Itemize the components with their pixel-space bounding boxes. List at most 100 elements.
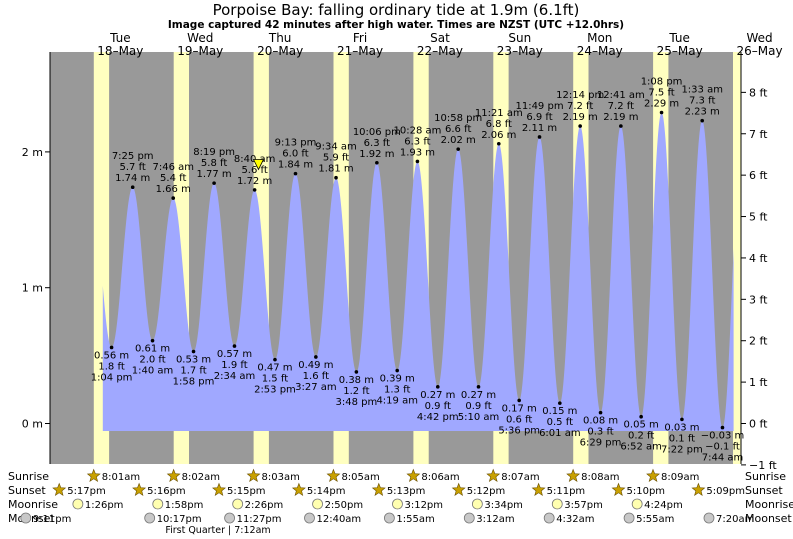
moonrise-time: 3:34pm (484, 500, 523, 511)
moonrise-time: 2:26pm (245, 500, 284, 511)
sunset-time: 5:12pm (467, 486, 506, 497)
high-tide-time: 7:46 am (152, 162, 194, 173)
high-tide-m: 2.29 m (644, 99, 679, 110)
high-tide-time: 12:14 pm (556, 90, 604, 101)
high-tide-point (456, 147, 461, 151)
low-tide-m: 0.08 m (583, 416, 618, 427)
high-tide-time: 11:49 pm (515, 101, 563, 112)
moon-icon (543, 512, 555, 524)
high-tide-ft: 5.9 ft (323, 153, 349, 164)
high-tide-m: 1.92 m (359, 149, 394, 160)
day-name-label: Thu (268, 31, 292, 45)
low-tide-time: 2:34 am (214, 371, 256, 382)
low-tide-ft: 0.1 ft (669, 433, 695, 444)
high-tide-point (700, 118, 705, 123)
low-tide-point (150, 338, 155, 343)
high-tide-point (619, 124, 623, 128)
low-tide-point (191, 349, 196, 354)
low-tide-time: 2:53 pm (254, 385, 296, 396)
high-tide-m: 1.84 m (278, 160, 313, 171)
moonset-time: 5:55am (636, 514, 674, 525)
high-tide-point (130, 185, 135, 190)
high-tide-time: 8:19 pm (193, 147, 235, 158)
sunset-time: 5:15pm (227, 486, 266, 497)
moon-icon (392, 498, 403, 510)
low-tide-ft: 1.2 ft (343, 386, 369, 397)
low-tide-point (517, 398, 521, 403)
low-tide-ft: 1.9 ft (221, 360, 247, 371)
high-tide-m: 1.81 m (318, 164, 353, 175)
low-tide-ft: 0.2 ft (628, 431, 654, 442)
sun-icon (132, 482, 147, 496)
low-tide-m: 0.53 m (176, 355, 211, 366)
high-tide-time: 9:34 am (315, 142, 357, 153)
day-date-label: 23–May (497, 44, 543, 58)
high-tide-ft: 6.0 ft (282, 149, 308, 160)
moon-icon (72, 498, 84, 510)
low-tide-point (558, 401, 562, 405)
low-tide-time: 1:58 pm (173, 377, 215, 388)
axes: 0 m 1 m 2 m −1 ft 0 ft 1 ft 2 ft 3 ft 4 ft 5 ft 6 … (22, 52, 777, 472)
current-tide-marker (252, 159, 265, 171)
moonrise-time: 2:50pm (325, 500, 364, 511)
high-tide-point (212, 181, 216, 185)
day-name-label: Sun (508, 31, 531, 45)
y-tick-label-ft: 1 ft (749, 376, 768, 389)
low-tide-ft: 1.3 ft (384, 385, 410, 396)
moonrise-time: 4:24pm (644, 500, 683, 511)
low-tide-m: 0.17 m (502, 403, 537, 414)
y-tick-label-ft: 8 ft (749, 86, 768, 99)
low-tide-ft: 0.9 ft (465, 401, 491, 412)
moonset-row-label-left: Moonset (8, 512, 55, 525)
high-tide-point (415, 159, 420, 164)
day-name-label: Wed (746, 31, 772, 45)
sunrise-time: 8:07am (501, 472, 539, 483)
low-tide-ft: 2.0 ft (139, 355, 165, 366)
high-tide-point (375, 160, 379, 165)
high-tide-m: 1.66 m (156, 184, 191, 195)
low-tide-m: 0.39 m (380, 374, 415, 385)
moonset-time: 11:27pm (237, 514, 282, 525)
low-tide-m: 0.49 m (298, 360, 333, 371)
low-tide-point (639, 414, 643, 419)
high-tide-m: 1.93 m (400, 147, 435, 158)
chart-header: Porpoise Bay: falling ordinary tide at 1… (168, 1, 624, 31)
moon-icon (623, 512, 635, 524)
high-tide-time: 11:21 am (475, 108, 523, 119)
high-tide-time: 10:28 am (393, 125, 441, 136)
day-name-label: Tue (109, 31, 131, 45)
y-tick-label-m: 1 m (22, 282, 43, 295)
sunset-time: 5:09pm (706, 486, 745, 497)
high-tide-ft: 6.6 ft (445, 124, 471, 135)
low-tide-point (598, 410, 603, 415)
high-tide-m: 2.06 m (481, 130, 516, 141)
day-date-label: 18–May (97, 44, 143, 58)
moonrise-time: 1:58pm (165, 500, 204, 511)
moonrise-row-label-left: Moonrise (8, 498, 58, 511)
moon-icon (631, 498, 643, 510)
chart-subtitle: Image captured 42 minutes after high wat… (168, 19, 624, 31)
sun-icon (212, 482, 226, 496)
low-tide-point (435, 385, 440, 389)
moonset-time: 1:55am (396, 514, 434, 525)
high-tide-time: 10:58 pm (434, 113, 482, 124)
low-tide-ft: 1.8 ft (98, 361, 124, 372)
low-tide-point (232, 344, 237, 348)
high-tide-ft: 7.3 ft (689, 96, 715, 107)
low-tide-time: 5:10 am (458, 412, 500, 423)
sunrise-time: 8:09am (661, 472, 699, 483)
moon-icon (383, 512, 395, 524)
sun-icon (486, 468, 501, 482)
sun-icon (371, 482, 386, 496)
moonrise-time: 3:57pm (564, 500, 603, 511)
moon-icon (551, 498, 563, 510)
high-tide-m: 1.77 m (196, 169, 231, 180)
sun-icon (326, 468, 341, 482)
day-date-label: 22–May (417, 44, 463, 58)
sun-icon (52, 482, 67, 496)
high-tide-point (496, 141, 501, 146)
high-tide-m: 2.02 m (441, 135, 476, 146)
high-tide-ft: 5.4 ft (160, 173, 186, 184)
